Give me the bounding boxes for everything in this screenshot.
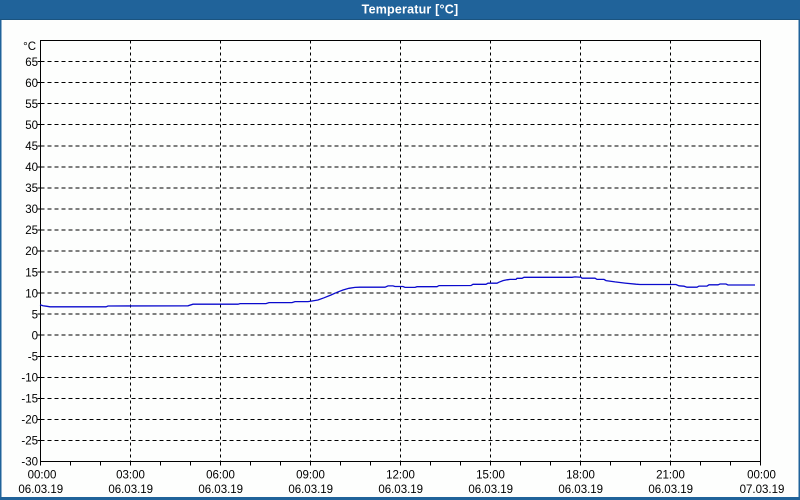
svg-text:06.03.19: 06.03.19 xyxy=(468,484,513,496)
svg-text:07.03.19: 07.03.19 xyxy=(740,484,785,496)
svg-text:10: 10 xyxy=(25,288,38,300)
svg-text:°C: °C xyxy=(23,41,36,53)
svg-text:65: 65 xyxy=(25,57,38,69)
svg-text:50: 50 xyxy=(25,120,38,132)
svg-text:-15: -15 xyxy=(21,394,38,406)
svg-text:0: 0 xyxy=(32,330,38,342)
svg-text:55: 55 xyxy=(25,99,38,111)
svg-text:03:00: 03:00 xyxy=(116,470,145,482)
svg-text:00:00: 00:00 xyxy=(747,470,776,482)
svg-text:06.03.19: 06.03.19 xyxy=(108,484,153,496)
svg-text:20: 20 xyxy=(25,246,38,258)
svg-text:-5: -5 xyxy=(28,351,38,363)
svg-text:-20: -20 xyxy=(21,415,38,427)
svg-text:21:00: 21:00 xyxy=(656,470,685,482)
svg-text:00:00: 00:00 xyxy=(28,470,57,482)
svg-text:40: 40 xyxy=(25,162,38,174)
svg-text:-25: -25 xyxy=(21,436,38,448)
svg-text:45: 45 xyxy=(25,141,38,153)
svg-text:-10: -10 xyxy=(21,373,38,385)
svg-text:06.03.19: 06.03.19 xyxy=(198,484,243,496)
svg-text:5: 5 xyxy=(32,309,38,321)
svg-text:09:00: 09:00 xyxy=(296,470,325,482)
svg-text:-30: -30 xyxy=(21,457,38,469)
svg-text:25: 25 xyxy=(25,225,38,237)
svg-text:18:00: 18:00 xyxy=(566,470,595,482)
svg-text:06.03.19: 06.03.19 xyxy=(378,484,423,496)
svg-text:06:00: 06:00 xyxy=(206,470,235,482)
svg-text:35: 35 xyxy=(25,183,38,195)
svg-text:06.03.19: 06.03.19 xyxy=(18,484,63,496)
svg-text:60: 60 xyxy=(25,78,38,90)
svg-text:Temperatur [°C]: Temperatur [°C] xyxy=(362,3,459,17)
svg-text:30: 30 xyxy=(25,204,38,216)
svg-text:15: 15 xyxy=(25,267,38,279)
svg-text:12:00: 12:00 xyxy=(386,470,415,482)
svg-text:06.03.19: 06.03.19 xyxy=(558,484,603,496)
svg-text:06.03.19: 06.03.19 xyxy=(648,484,693,496)
svg-text:06.03.19: 06.03.19 xyxy=(288,484,333,496)
svg-text:15:00: 15:00 xyxy=(476,470,505,482)
